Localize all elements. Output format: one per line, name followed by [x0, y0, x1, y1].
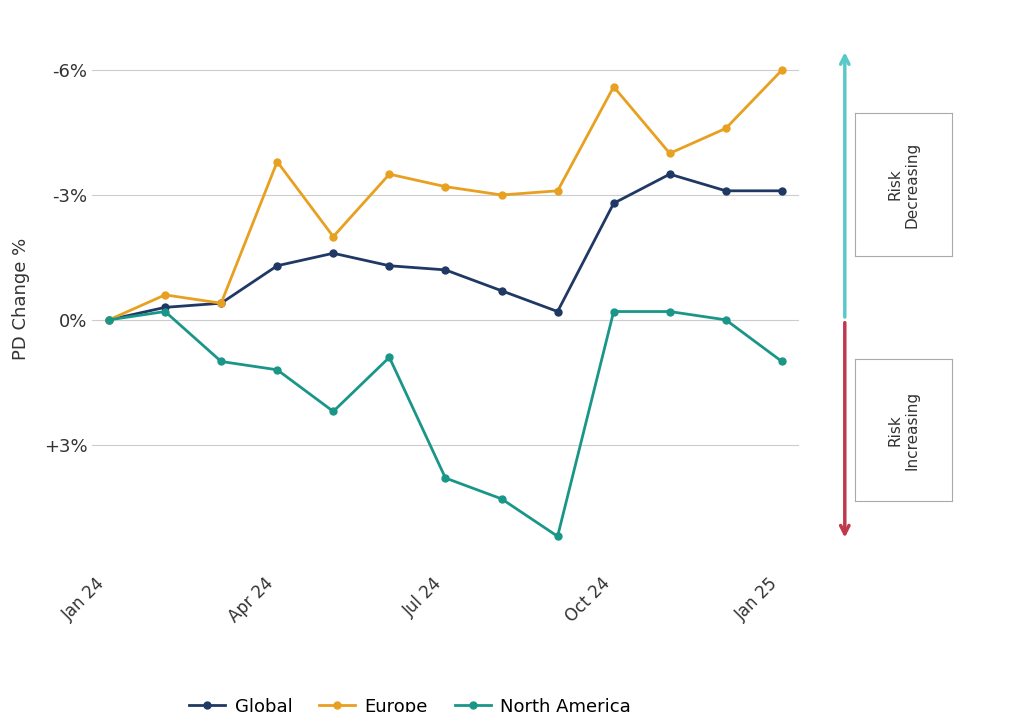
Europe	[439, 182, 452, 191]
Europe	[159, 290, 171, 299]
North America	[607, 308, 620, 316]
North America	[776, 357, 788, 366]
Global	[383, 261, 395, 270]
North America	[159, 308, 171, 316]
Europe	[102, 315, 115, 324]
Y-axis label: PD Change %: PD Change %	[12, 238, 30, 360]
Global	[607, 199, 620, 208]
Line: North America: North America	[105, 308, 785, 540]
North America	[383, 353, 395, 362]
Global	[271, 261, 284, 270]
Europe	[215, 299, 227, 308]
North America	[720, 315, 732, 324]
Europe	[552, 187, 564, 195]
Europe	[496, 191, 508, 199]
Global	[215, 299, 227, 308]
Europe	[664, 149, 676, 157]
Global	[496, 286, 508, 295]
Europe	[776, 66, 788, 74]
Europe	[720, 124, 732, 132]
Europe	[327, 232, 339, 241]
Global	[102, 315, 115, 324]
Europe	[271, 157, 284, 166]
Global	[664, 170, 676, 179]
North America	[102, 315, 115, 324]
North America	[439, 473, 452, 482]
Global	[439, 266, 452, 274]
Line: Global: Global	[105, 171, 785, 323]
Legend: Global, Europe, North America: Global, Europe, North America	[182, 691, 638, 712]
North America	[215, 357, 227, 366]
Europe	[607, 83, 620, 91]
North America	[327, 407, 339, 416]
Global	[552, 308, 564, 316]
Europe	[383, 170, 395, 179]
Global	[720, 187, 732, 195]
Text: Risk
Decreasing: Risk Decreasing	[888, 142, 920, 228]
North America	[664, 308, 676, 316]
Global	[327, 249, 339, 258]
North America	[271, 365, 284, 374]
Global	[159, 303, 171, 312]
North America	[552, 532, 564, 540]
Text: Risk
Increasing: Risk Increasing	[888, 391, 920, 470]
Global	[776, 187, 788, 195]
Line: Europe: Europe	[105, 67, 785, 323]
North America	[496, 495, 508, 503]
